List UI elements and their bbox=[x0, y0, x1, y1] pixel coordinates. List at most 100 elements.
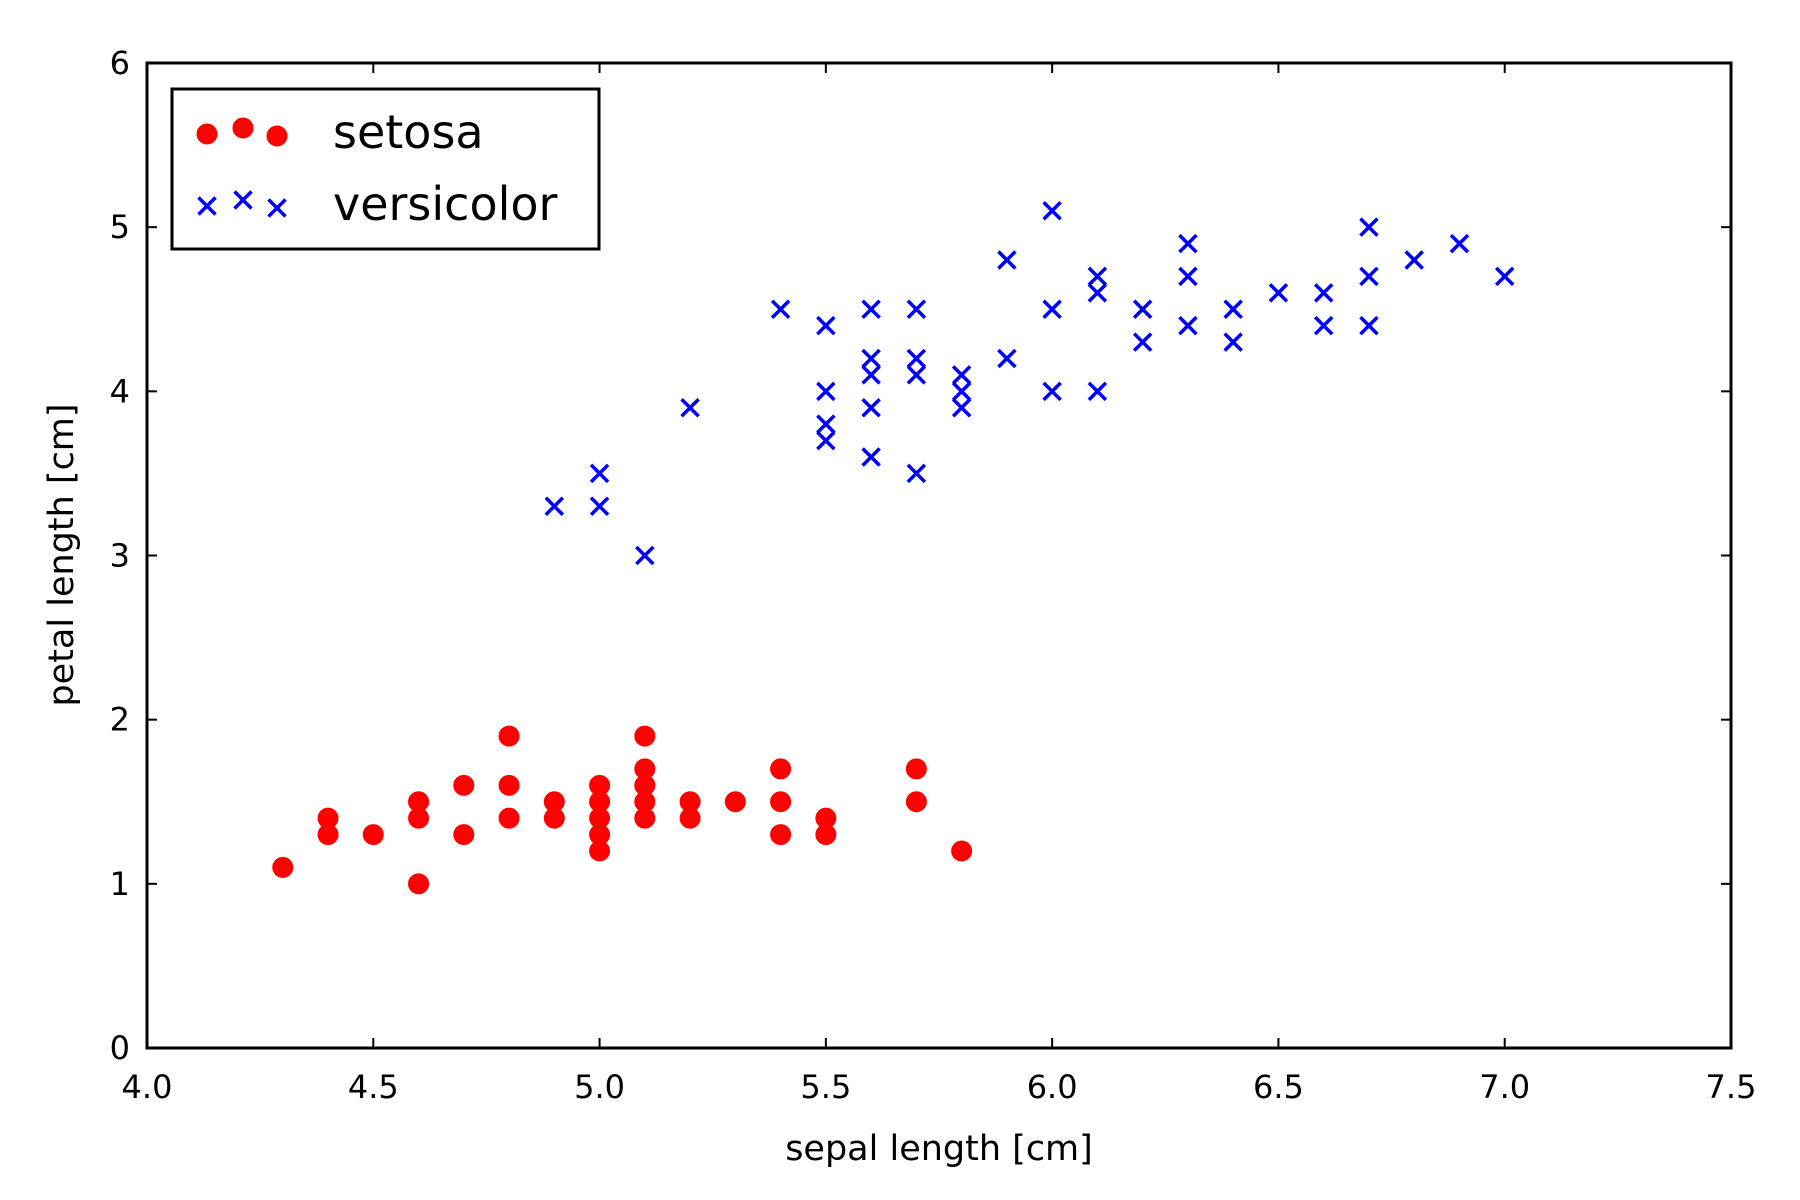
versicolor-point bbox=[1313, 315, 1334, 336]
versicolor-point bbox=[770, 299, 791, 319]
legend-label-setosa: setosa bbox=[333, 105, 484, 159]
setosa-point bbox=[498, 807, 520, 829]
y-tick-label: 3 bbox=[110, 537, 130, 575]
versicolor-point bbox=[906, 463, 927, 484]
setosa-point bbox=[498, 774, 520, 796]
versicolor-point bbox=[951, 365, 972, 385]
axis-ticks bbox=[146, 62, 1732, 1049]
legend-marker-versicolor bbox=[267, 198, 287, 218]
setosa-point bbox=[317, 807, 339, 829]
versicolor-point bbox=[861, 365, 881, 385]
versicolor-point bbox=[906, 365, 927, 385]
versicolor-point bbox=[680, 398, 700, 418]
versicolor-point bbox=[1359, 315, 1379, 336]
x-tick-label: 5.5 bbox=[800, 1068, 851, 1106]
versicolor-point bbox=[816, 315, 836, 336]
setosa-point bbox=[724, 791, 746, 813]
y-tick-label: 5 bbox=[110, 208, 130, 246]
legend-marker-versicolor bbox=[197, 196, 217, 216]
versicolor-point bbox=[1042, 299, 1062, 319]
versicolor-point bbox=[816, 414, 836, 434]
versicolor-point bbox=[1042, 201, 1062, 221]
versicolor-point bbox=[1132, 332, 1153, 352]
versicolor-point bbox=[1178, 315, 1198, 336]
plot-marks bbox=[272, 201, 1515, 895]
versicolor-point bbox=[1178, 233, 1198, 254]
setosa-point bbox=[905, 791, 927, 813]
setosa-point bbox=[408, 791, 430, 813]
legend-marker-setosa bbox=[266, 125, 288, 147]
versicolor-point bbox=[816, 430, 836, 451]
setosa-point bbox=[770, 791, 792, 813]
setosa-point bbox=[272, 856, 294, 878]
versicolor-point bbox=[1359, 266, 1379, 287]
setosa-point bbox=[589, 774, 611, 796]
legend-marker-versicolor bbox=[233, 190, 253, 210]
versicolor-point bbox=[951, 381, 972, 402]
legend-box bbox=[170, 87, 601, 251]
setosa-point bbox=[498, 725, 520, 747]
versicolor-point bbox=[1404, 250, 1424, 270]
versicolor-point bbox=[1494, 266, 1515, 287]
versicolor-point bbox=[861, 299, 881, 319]
versicolor-point bbox=[997, 250, 1017, 270]
x-tick-label: 6.0 bbox=[1027, 1068, 1078, 1106]
x-tick-label: 7.0 bbox=[1479, 1068, 1530, 1106]
versicolor-point bbox=[589, 463, 610, 484]
versicolor-point bbox=[906, 348, 927, 369]
setosa-point bbox=[453, 824, 475, 846]
versicolor-point bbox=[1223, 299, 1243, 319]
setosa-point bbox=[905, 758, 927, 780]
setosa-point bbox=[770, 824, 792, 846]
versicolor-point bbox=[1313, 283, 1334, 303]
legend-marker-setosa bbox=[196, 123, 218, 145]
legend-markers bbox=[196, 117, 288, 218]
versicolor-point bbox=[544, 496, 565, 516]
y-tick-label: 0 bbox=[110, 1029, 130, 1067]
legend-marker-setosa bbox=[232, 117, 254, 139]
versicolor-point bbox=[1087, 283, 1108, 303]
versicolor-point bbox=[997, 348, 1017, 369]
versicolor-point bbox=[1087, 266, 1108, 287]
versicolor-point bbox=[1178, 266, 1198, 287]
setosa-point bbox=[634, 725, 656, 747]
y-tick-label: 1 bbox=[110, 865, 130, 903]
versicolor-point bbox=[816, 381, 836, 402]
setosa-point bbox=[543, 791, 565, 813]
versicolor-point bbox=[1359, 217, 1379, 237]
versicolor-point bbox=[1223, 332, 1243, 352]
x-tick-label: 5.0 bbox=[574, 1068, 625, 1106]
y-axis-label: petal length [cm] bbox=[42, 403, 82, 706]
versicolor-point bbox=[589, 496, 610, 516]
versicolor-point bbox=[635, 545, 655, 566]
setosa-point bbox=[679, 791, 701, 813]
x-axis-label: sepal length [cm] bbox=[785, 1129, 1093, 1169]
versicolor-point bbox=[906, 299, 927, 319]
x-tick-label: 7.5 bbox=[1706, 1068, 1757, 1106]
setosa-point bbox=[362, 824, 384, 846]
y-tick-label: 6 bbox=[110, 44, 130, 82]
x-tick-label: 4.5 bbox=[348, 1068, 399, 1106]
versicolor-point bbox=[861, 348, 881, 369]
y-tick-label: 4 bbox=[110, 372, 130, 410]
setosa-point bbox=[815, 807, 837, 829]
versicolor-point bbox=[861, 398, 881, 418]
setosa-point bbox=[770, 758, 792, 780]
versicolor-point bbox=[1042, 381, 1062, 402]
versicolor-point bbox=[951, 398, 972, 418]
setosa-point bbox=[408, 873, 430, 895]
versicolor-point bbox=[1087, 381, 1108, 402]
y-tick-label: 2 bbox=[110, 701, 130, 739]
versicolor-point bbox=[1449, 233, 1470, 254]
setosa-point bbox=[634, 758, 656, 780]
setosa-point bbox=[951, 840, 973, 862]
legend: setosa versicolor bbox=[170, 87, 601, 251]
setosa-point bbox=[453, 774, 475, 796]
x-tick-label: 4.0 bbox=[122, 1068, 173, 1106]
x-tick-label: 6.5 bbox=[1253, 1068, 1304, 1106]
versicolor-point bbox=[1132, 299, 1153, 319]
versicolor-point bbox=[1268, 283, 1289, 303]
axis-tick-labels: 4.0 4.5 5.0 5.5 6.0 6.5 7.0 7.5 0 1 2 3 4 5 6 bbox=[110, 44, 1757, 1106]
legend-label-versicolor: versicolor bbox=[333, 177, 558, 231]
